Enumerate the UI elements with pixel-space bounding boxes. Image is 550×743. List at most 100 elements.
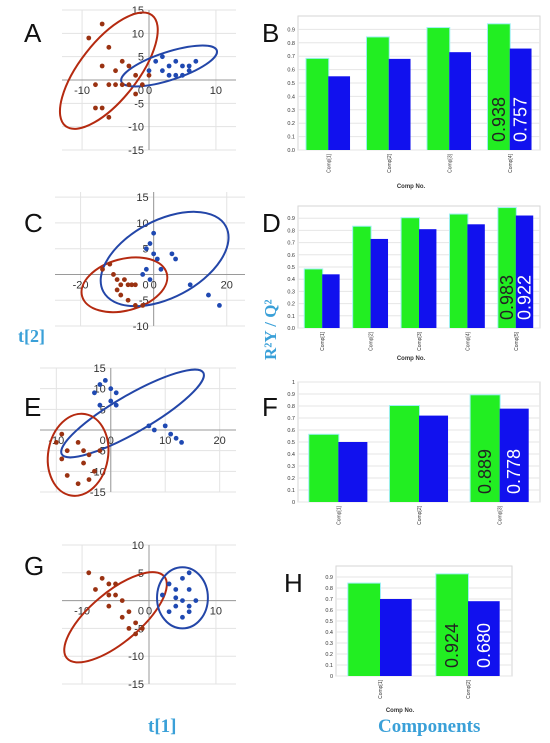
y-tick-label: 0.5 (287, 81, 295, 87)
point-blue (113, 390, 119, 396)
point-blue (159, 68, 165, 74)
point-red (125, 282, 131, 288)
y-tick-label: 0.1 (287, 135, 295, 141)
y-tick-label: 0.7 (287, 241, 295, 247)
point-blue (108, 398, 114, 404)
point-red (86, 570, 92, 576)
point-blue (193, 598, 199, 603)
bar-q2 (515, 215, 534, 328)
y-tick-label: 0.2 (287, 121, 295, 127)
point-red (64, 473, 70, 478)
point-blue (173, 435, 179, 441)
point-red (106, 114, 112, 120)
point-blue (97, 402, 103, 408)
y-tick-label: 0.8 (287, 404, 295, 410)
point-red (146, 72, 152, 78)
y-tick-label: 10 (132, 28, 144, 40)
point-red (133, 620, 139, 626)
origin-tick-label: 0 (100, 435, 106, 447)
point-blue (151, 230, 157, 236)
point-red (133, 631, 139, 637)
x-tick-label: Comp[4] (508, 153, 514, 173)
y-tick-label: 0.4 (325, 630, 333, 636)
y-tick-label: -15 (128, 679, 144, 691)
point-blue (206, 292, 211, 298)
point-red (113, 592, 118, 598)
point-red (125, 297, 131, 303)
point-blue (147, 277, 153, 283)
x-tick-label: -10 (74, 606, 90, 618)
point-blue (179, 440, 184, 445)
y-tick-label: 0.1 (287, 488, 295, 494)
annotation-r2y: 0.938 (489, 97, 509, 142)
bar-q2 (419, 229, 437, 328)
point-red (119, 614, 125, 620)
panel-label-e: E (24, 392, 41, 422)
bar-q2 (322, 274, 340, 328)
panel-f: F 1 0.9 0.8 0.7 0.6 0.5 0.4 0.3 0.2 0.1 0 Comp[1] Com… (262, 380, 541, 525)
point-red (99, 63, 105, 69)
point-red (132, 282, 138, 288)
y-tick-label: 0.7 (325, 597, 333, 603)
panel-label-g: G (24, 551, 44, 581)
bar-q2 (499, 408, 529, 502)
point-blue (158, 266, 164, 272)
bar-q2 (328, 76, 351, 150)
bar-r2y (498, 208, 516, 328)
y-tick-label: 0.5 (325, 619, 333, 625)
x-tick-label: Comp[5] (514, 331, 520, 351)
y-tick-label: 0.9 (287, 392, 295, 398)
y-tick-label: 0.4 (287, 94, 295, 100)
ellipse-red (63, 571, 168, 664)
ellipse-red (58, 11, 159, 130)
point-red (64, 448, 70, 454)
x-tick-label: Comp[2] (466, 679, 472, 699)
point-blue (173, 58, 179, 64)
y-tick-label: 0.1 (287, 314, 295, 320)
ellipse-red (80, 256, 169, 314)
x-tick-label: Comp[2] (417, 505, 423, 525)
x-tick-label: 0 (108, 435, 114, 447)
x-tick-label: Comp[1] (326, 153, 332, 173)
components-label: Components (378, 716, 480, 737)
point-blue (92, 390, 97, 396)
panel-label-c: C (24, 208, 43, 238)
point-blue (153, 58, 159, 64)
bar-q2 (388, 58, 411, 150)
y-tick-label: 0.7 (287, 416, 295, 422)
x-tick-label: Comp[3] (447, 153, 453, 173)
y-tick-label: 0.3 (325, 641, 333, 647)
y-tick-label: 10 (132, 540, 144, 552)
point-blue (180, 614, 185, 620)
x-tick-label: 10 (210, 85, 222, 97)
point-red (126, 609, 132, 615)
point-red (126, 82, 132, 88)
point-blue (180, 63, 185, 69)
x-tick-label: 0 (151, 279, 157, 291)
y-tick-label: 0.5 (287, 265, 295, 271)
point-red (81, 460, 86, 466)
bar-q2 (509, 48, 532, 151)
point-blue (168, 431, 174, 437)
point-red (119, 58, 125, 64)
point-blue (217, 302, 222, 308)
panel-label-f: F (262, 392, 278, 422)
y-tick-label: 0.9 (287, 216, 295, 222)
point-red (53, 440, 59, 445)
y-tick-label: 0.9 (287, 27, 295, 33)
point-blue (151, 251, 157, 257)
point-red (93, 82, 98, 88)
point-red (126, 626, 132, 631)
origin-tick-label: 0 (138, 606, 144, 618)
annotation-r2y: 0.983 (497, 275, 517, 320)
point-red (92, 468, 97, 474)
y-tick-label: 0.0 (287, 326, 295, 332)
x-tick-label: 10 (159, 435, 171, 447)
point-blue (180, 598, 185, 603)
bar-x-axis-label: Comp No. (386, 708, 415, 714)
point-red (99, 575, 105, 581)
point-blue (166, 72, 172, 78)
point-blue (154, 256, 160, 262)
x-tick-label: 0 (146, 606, 152, 618)
